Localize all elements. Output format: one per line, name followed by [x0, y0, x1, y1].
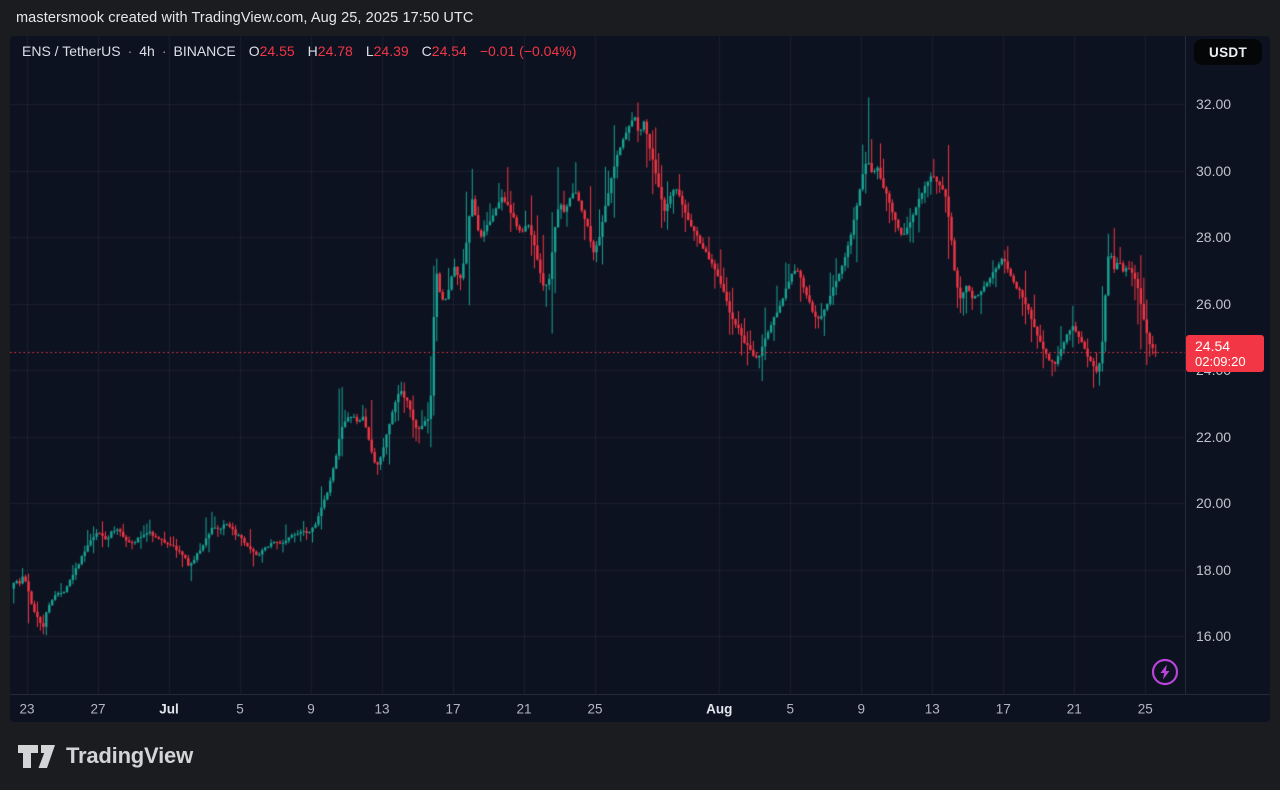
boost-lightning-icon[interactable] — [1149, 656, 1181, 688]
price-tick-label: 30.00 — [1196, 162, 1232, 179]
candle-countdown: 02:09:20 — [1195, 353, 1246, 369]
time-tick-label: 21 — [516, 701, 532, 716]
ohlc-close: C24.54 — [421, 43, 467, 59]
ohlc-low: L24.39 — [365, 43, 409, 59]
ohlc-high: H24.78 — [307, 43, 353, 59]
price-tick-label: 16.00 — [1196, 628, 1232, 644]
time-tick-label: 23 — [19, 701, 35, 716]
tradingview-logo-icon — [18, 744, 55, 768]
time-tick-label: Jul — [159, 701, 179, 716]
price-tick-label: 32.00 — [1196, 96, 1232, 112]
current-price-value: 24.54 — [1195, 337, 1231, 354]
exchange-label: BINANCE — [173, 43, 236, 59]
price-change: −0.01 (−0.04%) — [479, 43, 577, 59]
time-axis-border — [10, 694, 1270, 695]
candlestick-plot[interactable] — [10, 36, 1185, 694]
interval-label: 4h — [139, 43, 155, 59]
time-tick-label: 5 — [236, 701, 244, 716]
time-tick-label: 27 — [90, 701, 106, 716]
price-scale-border — [1185, 36, 1186, 694]
ohlc-open: O24.55 — [248, 43, 295, 59]
price-tick-label: 28.00 — [1196, 229, 1232, 245]
price-tick-label: 18.00 — [1196, 561, 1232, 578]
time-tick-label: 25 — [1137, 701, 1153, 716]
time-tick-label: 17 — [995, 701, 1011, 716]
price-tick-label: 22.00 — [1196, 428, 1232, 445]
chart-panel: ENS / TetherUS · 4h · BINANCE O24.55 H24… — [10, 36, 1270, 722]
symbol-title: ENS / TetherUS — [22, 43, 121, 59]
time-axis[interactable]: 23 27 Jul 5 9 13 17 21 25 Aug 5 9 13 17 21 25 — [10, 695, 1185, 722]
attribution-text: mastersmook created with TradingView.com… — [16, 10, 474, 26]
tradingview-logo-text: TradingView — [66, 743, 193, 768]
currency-toggle-button[interactable]: USDT — [1194, 39, 1262, 65]
time-tick-label: 5 — [786, 701, 795, 716]
time-tick-label: 9 — [857, 701, 866, 716]
time-tick-label: 17 — [445, 701, 461, 716]
legend-separator: · — [127, 43, 133, 59]
footer-bar: TradingView — [0, 722, 1280, 790]
price-tick-label: 20.00 — [1196, 495, 1232, 511]
legend-separator: · — [161, 43, 167, 59]
time-tick-label: 13 — [374, 701, 390, 716]
time-tick-label: 21 — [1066, 701, 1082, 716]
attribution-bar: mastersmook created with TradingView.com… — [0, 0, 1280, 36]
symbol-legend: ENS / TetherUS · 4h · BINANCE O24.55 H24… — [22, 41, 576, 61]
time-tick-label: 13 — [924, 701, 940, 716]
tradingview-logo[interactable]: TradingView — [17, 743, 193, 770]
time-tick-label: Aug — [706, 701, 733, 716]
price-scale[interactable]: 32.0030.0028.0026.0024.0022.0020.0018.00… — [1186, 36, 1270, 694]
price-tick-label: 26.00 — [1196, 295, 1232, 312]
current-price-label: 24.54 02:09:20 — [1186, 334, 1264, 372]
time-tick-label: 9 — [307, 701, 315, 716]
time-tick-label: 25 — [587, 701, 603, 716]
